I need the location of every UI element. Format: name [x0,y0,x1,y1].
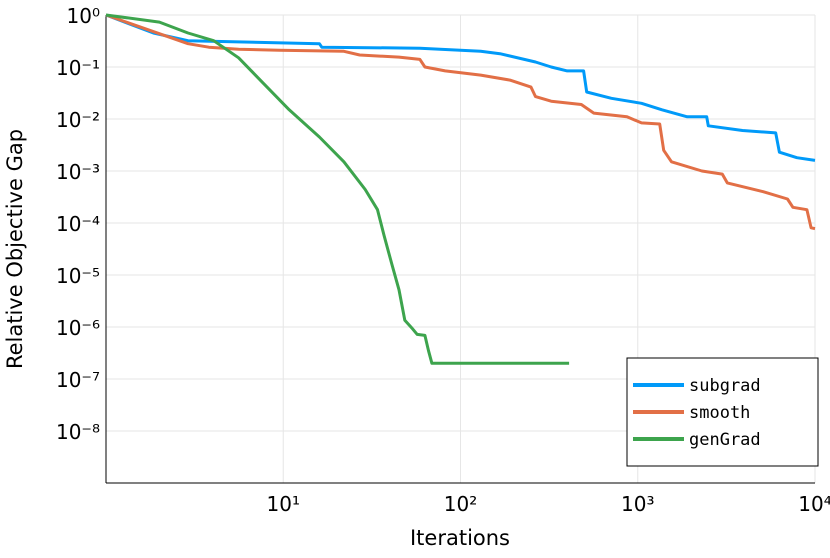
x-tick-label: 10² [444,492,477,516]
x-axis-label: Iterations [410,526,510,550]
x-tick-label: 10⁴ [798,492,830,516]
legend-label: smooth [689,403,750,423]
y-tick-label: 10⁻⁸ [56,420,100,444]
series-line [105,13,816,162]
y-tick-label: 10⁻⁷ [56,368,100,392]
legend-label: genGrad [689,430,761,450]
y-tick-label: 10⁻¹ [56,56,100,80]
legend-box [626,357,819,467]
y-tick-label: 10⁻³ [56,160,100,184]
y-tick-label: 10⁻⁵ [56,264,100,288]
legend-label: subgrad [689,376,761,396]
y-tick-label: 10⁻² [56,108,100,132]
y-tick-label: 10⁻⁶ [56,316,100,340]
y-tick-label: 10⁰ [67,4,100,28]
y-axis-label: Relative Objective Gap [3,129,27,369]
series-line [105,13,816,231]
x-tick-label: 10³ [621,492,654,516]
series-line [105,13,570,365]
y-tick-label: 10⁻⁴ [56,212,100,236]
x-tick-label: 10¹ [267,492,300,516]
